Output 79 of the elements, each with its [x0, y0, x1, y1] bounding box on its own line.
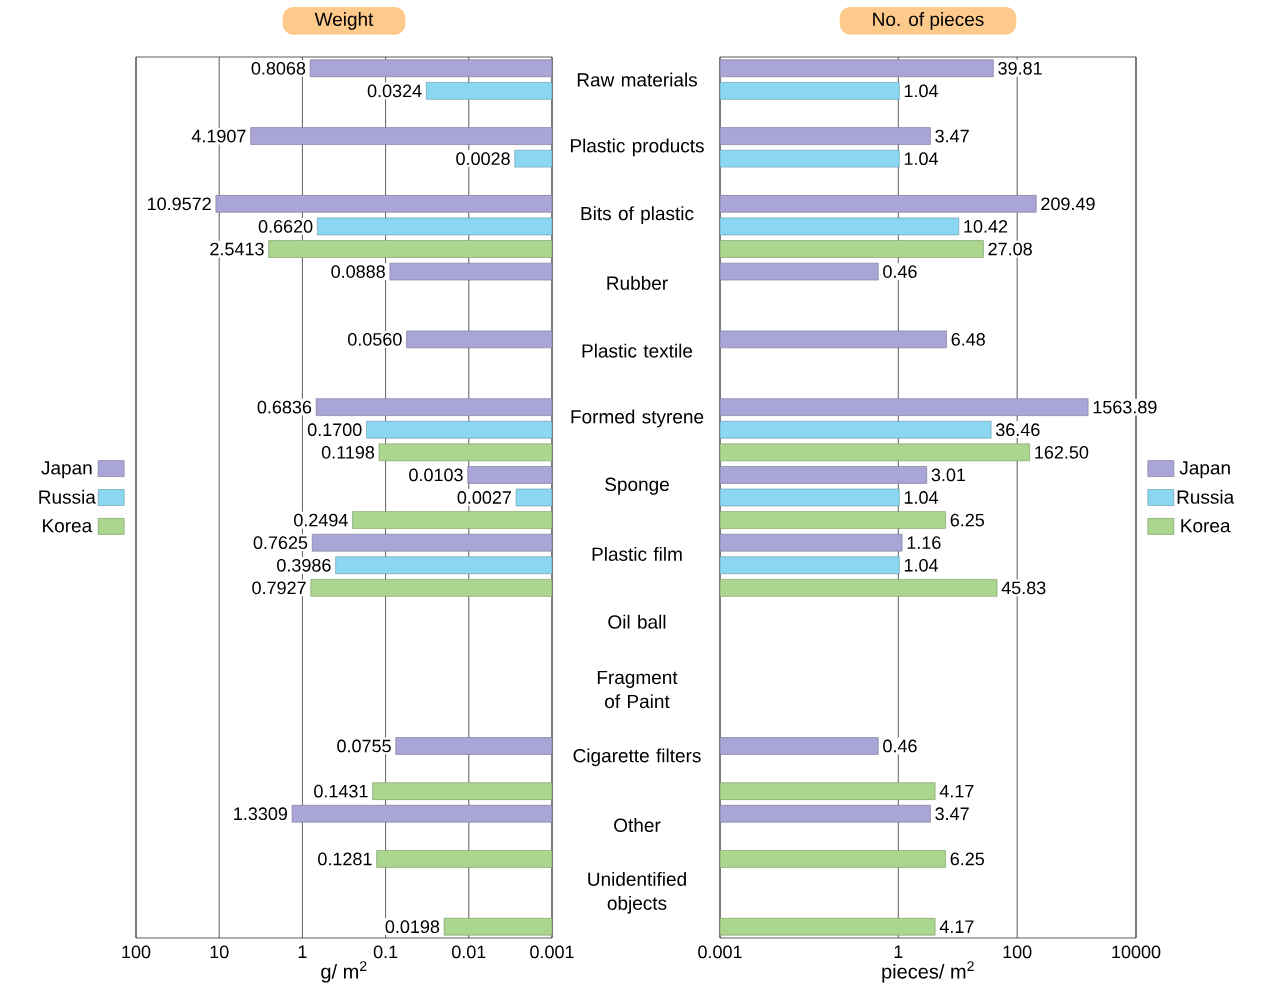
y-tick-label: Bits of plastic — [581, 206, 694, 224]
x-tick-label: 100 — [1003, 945, 1032, 959]
x-axis-title: pieces/ m$^{2}$ — [882, 961, 974, 983]
data-label: 4.17 — [939, 784, 974, 798]
data-label: 4.17 — [939, 920, 974, 933]
data-label: 3.47 — [935, 129, 969, 143]
data-label: 209.49 — [1041, 197, 1095, 211]
x-tick-label: 10000 — [1112, 945, 1161, 959]
data-label: 1.04 — [904, 558, 939, 572]
data-label: 0.3986 — [277, 558, 331, 572]
data-label: 0.0324 — [367, 84, 422, 98]
x-axis-title: g/ m$^{2}$ — [321, 961, 367, 983]
y-tick-label: Rubber — [607, 275, 668, 290]
data-label: 27.08 — [988, 242, 1032, 256]
y-tick-label: Raw materials — [577, 72, 697, 87]
y-tick-label: Cigarette filters — [573, 748, 701, 767]
data-label: 162.50 — [1035, 445, 1089, 459]
x-tick-label: 10 — [210, 945, 229, 959]
data-label: 0.8068 — [251, 61, 306, 75]
data-label: 0.6620 — [258, 220, 313, 233]
data-label: 6.25 — [950, 513, 985, 527]
data-label: 6.25 — [950, 852, 985, 866]
data-label: 36.46 — [995, 423, 1040, 437]
y-tick-label: Other — [614, 818, 661, 833]
x-tick-label: 1 — [298, 945, 307, 958]
data-label: 10.9572 — [148, 197, 211, 211]
y-tick-label: Sponge — [605, 477, 669, 495]
data-label: 0.0027 — [457, 491, 512, 504]
data-label: 1.04 — [904, 84, 939, 98]
chart-title: Weight — [314, 12, 374, 30]
y-tick-label: Plastic film — [592, 546, 682, 561]
data-label: 0.0560 — [348, 332, 402, 346]
x-tick-label: 0.1 — [373, 945, 398, 959]
y-tick-label: Oil ball — [608, 614, 666, 629]
y-tick-label: Fragment of Paint — [597, 670, 678, 709]
data-label: 0.1431 — [314, 784, 368, 798]
legend-label: Russia — [1177, 489, 1235, 504]
data-label: 39.81 — [998, 61, 1042, 75]
data-label: 4.1907 — [191, 129, 246, 143]
x-tick-label: 0.001 — [698, 945, 742, 959]
data-label: 10.42 — [964, 220, 1008, 233]
data-label: 0.0755 — [337, 739, 391, 753]
data-label: 6.48 — [951, 332, 985, 346]
y-tick-label: Unidentified objects — [588, 871, 686, 914]
legend-label: Japan — [1179, 461, 1230, 479]
y-tick-label: Formed styrene — [571, 409, 704, 428]
data-label: 0.7927 — [252, 581, 306, 595]
data-label: 1.3309 — [234, 807, 288, 821]
legend-label: Russia — [39, 489, 96, 504]
data-label: 1563.89 — [1093, 400, 1157, 414]
legend-label: Korea — [1181, 519, 1231, 533]
x-tick-label: 100 — [122, 945, 151, 959]
x-tick-label: 0.001 — [530, 945, 574, 959]
data-label: 3.47 — [935, 807, 969, 821]
data-label: 0.0198 — [385, 920, 440, 934]
legend-label: Korea — [43, 519, 93, 533]
data-label: 0.0028 — [456, 152, 510, 166]
data-label: 0.1700 — [307, 423, 362, 437]
legend-label: Japan — [41, 461, 92, 479]
data-label: 0.2494 — [294, 513, 348, 527]
data-label: 1.04 — [904, 491, 939, 504]
y-tick-label: Plastic textile — [582, 343, 693, 358]
data-label: 0.46 — [883, 265, 917, 278]
data-label: 1.16 — [907, 536, 941, 550]
data-label: 0.1198 — [321, 445, 375, 459]
y-tick-label: Plastic products — [570, 138, 704, 157]
data-label: 0.1281 — [318, 852, 372, 866]
data-label: 0.7625 — [253, 536, 308, 550]
data-label: 3.01 — [931, 468, 966, 482]
data-label: 0.46 — [883, 739, 917, 753]
data-label: 2.5413 — [210, 242, 264, 256]
data-label: 0.6836 — [257, 400, 312, 414]
data-label: 0.0888 — [331, 265, 385, 278]
data-label: 45.83 — [1001, 581, 1046, 595]
x-tick-label: 0.01 — [451, 945, 486, 959]
data-label: 0.0103 — [409, 468, 463, 482]
chart-title: No. of pieces — [873, 12, 984, 30]
data-label: 1.04 — [904, 152, 939, 166]
x-tick-label: 1 — [894, 945, 903, 958]
